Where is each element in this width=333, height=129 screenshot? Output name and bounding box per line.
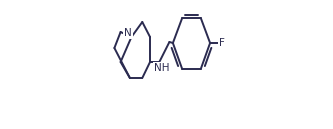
Text: N: N	[125, 28, 132, 38]
Text: NH: NH	[154, 63, 169, 73]
Text: F: F	[219, 38, 225, 48]
